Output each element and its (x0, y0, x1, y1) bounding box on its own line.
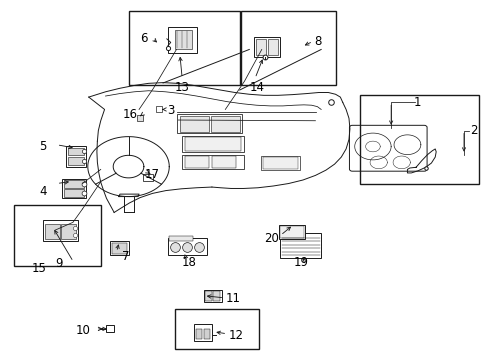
Text: 20: 20 (264, 233, 279, 246)
Bar (262, 157, 298, 169)
Bar (105, 325, 114, 332)
Bar (184, 156, 208, 168)
Text: 1: 1 (413, 96, 420, 109)
Bar (195, 329, 202, 339)
Text: 3: 3 (166, 104, 174, 117)
Bar (177, 114, 242, 134)
Bar (194, 324, 212, 341)
Bar (45, 224, 60, 239)
Bar (203, 329, 210, 339)
Bar (62, 179, 86, 198)
Bar (175, 309, 258, 348)
Bar (168, 236, 192, 241)
Bar (182, 154, 244, 170)
Bar (211, 156, 235, 168)
Bar (256, 39, 265, 55)
Text: 14: 14 (249, 81, 264, 94)
Bar (136, 116, 143, 121)
Bar (180, 117, 208, 132)
Bar (68, 148, 84, 155)
Bar (110, 242, 128, 256)
Bar (254, 37, 280, 57)
Text: 15: 15 (31, 262, 46, 275)
Text: 8: 8 (313, 35, 321, 48)
FancyBboxPatch shape (349, 125, 426, 171)
Text: 19: 19 (293, 256, 308, 269)
Bar (280, 226, 304, 238)
Text: 13: 13 (175, 81, 189, 94)
Bar (175, 30, 191, 49)
Text: 2: 2 (469, 124, 476, 137)
Bar (142, 174, 153, 181)
Text: 6: 6 (140, 32, 147, 45)
Text: 12: 12 (228, 329, 243, 342)
Text: 9: 9 (55, 257, 62, 270)
Bar (64, 189, 84, 197)
Bar (279, 225, 305, 239)
Bar (261, 156, 299, 170)
Bar (267, 39, 278, 55)
Bar (240, 11, 335, 85)
Bar (167, 27, 196, 53)
Text: 4: 4 (40, 185, 47, 198)
Bar (184, 137, 241, 151)
Bar (129, 11, 239, 85)
Text: 18: 18 (181, 256, 196, 269)
Bar (182, 136, 244, 153)
Bar (210, 117, 239, 132)
Text: 7: 7 (122, 251, 129, 264)
Bar (15, 205, 101, 266)
Bar (280, 233, 321, 258)
Bar (61, 224, 76, 239)
Bar (68, 157, 84, 165)
Bar (66, 146, 86, 167)
Text: 11: 11 (225, 292, 240, 305)
Bar (64, 180, 84, 188)
Bar (43, 220, 78, 241)
Bar (203, 290, 222, 302)
Bar (205, 292, 211, 301)
Text: 16: 16 (123, 108, 138, 121)
Text: 17: 17 (144, 168, 160, 181)
Bar (167, 238, 207, 255)
Bar (359, 95, 478, 184)
Text: 10: 10 (75, 324, 90, 337)
Bar (213, 292, 220, 301)
Bar (112, 243, 126, 254)
Text: 5: 5 (40, 140, 47, 153)
